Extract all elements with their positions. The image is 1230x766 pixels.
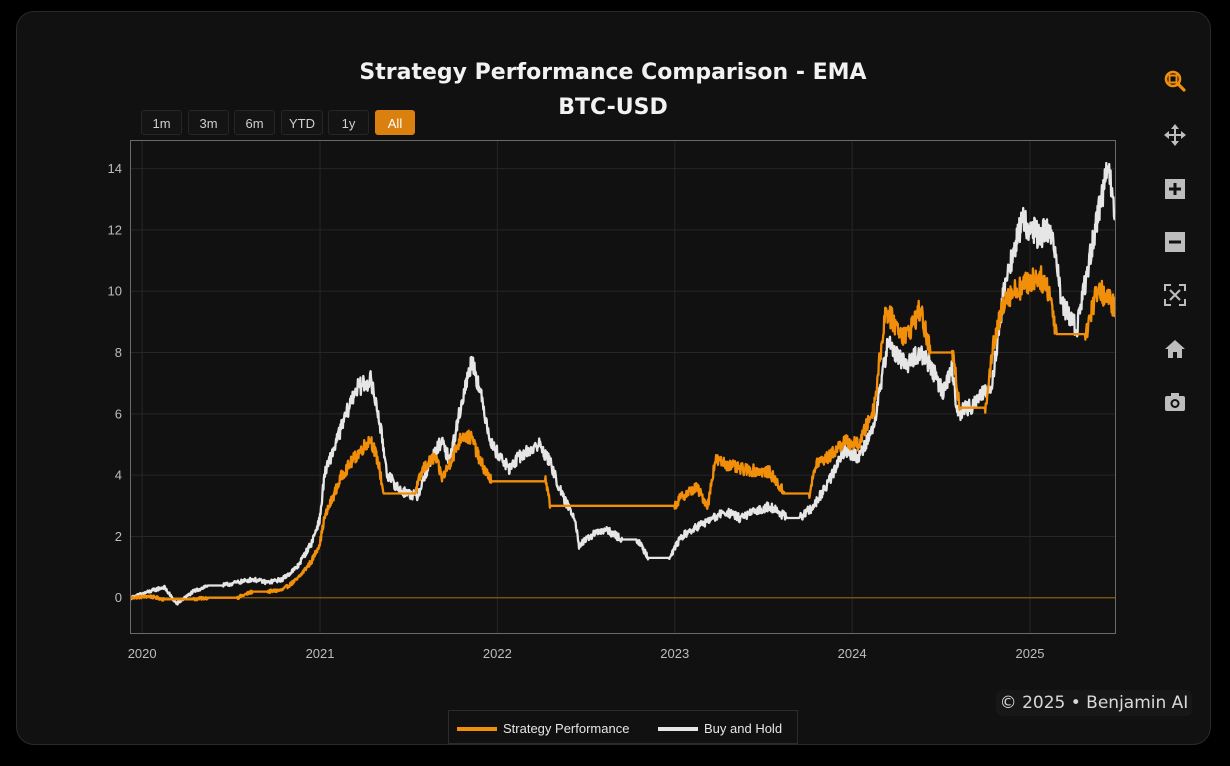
plot-frame (130, 140, 1116, 634)
y-tick-label: 12 (108, 222, 122, 237)
x-tick-label: 2025 (1016, 646, 1045, 661)
y-axis-tick-labels: 0 2 4 6 8 10 12 14 (108, 161, 122, 605)
chart-subtitle-ticker: BTC-USD (558, 95, 668, 120)
zoom-out-icon[interactable] (1163, 230, 1187, 254)
chart-legend: Strategy Performance Buy and Hold (448, 710, 798, 744)
chart-title: Strategy Performance Comparison - EMA (359, 60, 867, 85)
x-tick-label: 2024 (838, 646, 867, 661)
y-tick-label: 4 (115, 468, 122, 483)
zoom-in-icon[interactable] (1163, 177, 1187, 201)
x-axis-tick-labels: 2020 2021 2022 2023 2024 2025 (128, 646, 1045, 661)
y-tick-label: 0 (115, 590, 122, 605)
range-button-6m[interactable]: 6m (234, 110, 275, 135)
range-button-1m[interactable]: 1m (141, 110, 182, 135)
series-line-strategy-performance (129, 265, 1117, 602)
range-button-all[interactable]: All (375, 110, 415, 135)
series-line-buy-and-hold (129, 161, 1117, 606)
range-button-ytd[interactable]: YTD (281, 110, 323, 135)
download-camera-icon[interactable] (1163, 390, 1187, 414)
x-tick-label: 2020 (128, 646, 157, 661)
reset-axes-home-icon[interactable] (1163, 337, 1187, 361)
x-tick-label: 2022 (483, 646, 512, 661)
grid-lines (131, 141, 1115, 633)
autoscale-icon[interactable] (1163, 283, 1187, 307)
legend-item-strategy[interactable]: Strategy Performance (457, 711, 647, 745)
legend-label-strategy: Strategy Performance (503, 721, 630, 736)
legend-label-buy-and-hold: Buy and Hold (704, 721, 783, 736)
y-tick-label: 8 (115, 345, 122, 360)
y-tick-label: 14 (108, 161, 122, 176)
zoom-icon[interactable] (1163, 69, 1187, 93)
pan-icon[interactable] (1163, 123, 1187, 147)
x-tick-label: 2023 (660, 646, 689, 661)
legend-item-buy-and-hold[interactable]: Buy and Hold (658, 711, 793, 745)
y-tick-label: 2 (115, 529, 122, 544)
legend-swatch-buy-and-hold (658, 727, 698, 731)
y-tick-label: 6 (115, 406, 122, 421)
x-tick-label: 2021 (306, 646, 335, 661)
series-lines (129, 161, 1117, 606)
y-tick-label: 10 (108, 284, 122, 299)
range-button-1y[interactable]: 1y (328, 110, 369, 135)
copyright-footer: © 2025 • Benjamin AI (996, 690, 1192, 716)
legend-swatch-strategy (457, 727, 497, 731)
range-button-3m[interactable]: 3m (188, 110, 229, 135)
